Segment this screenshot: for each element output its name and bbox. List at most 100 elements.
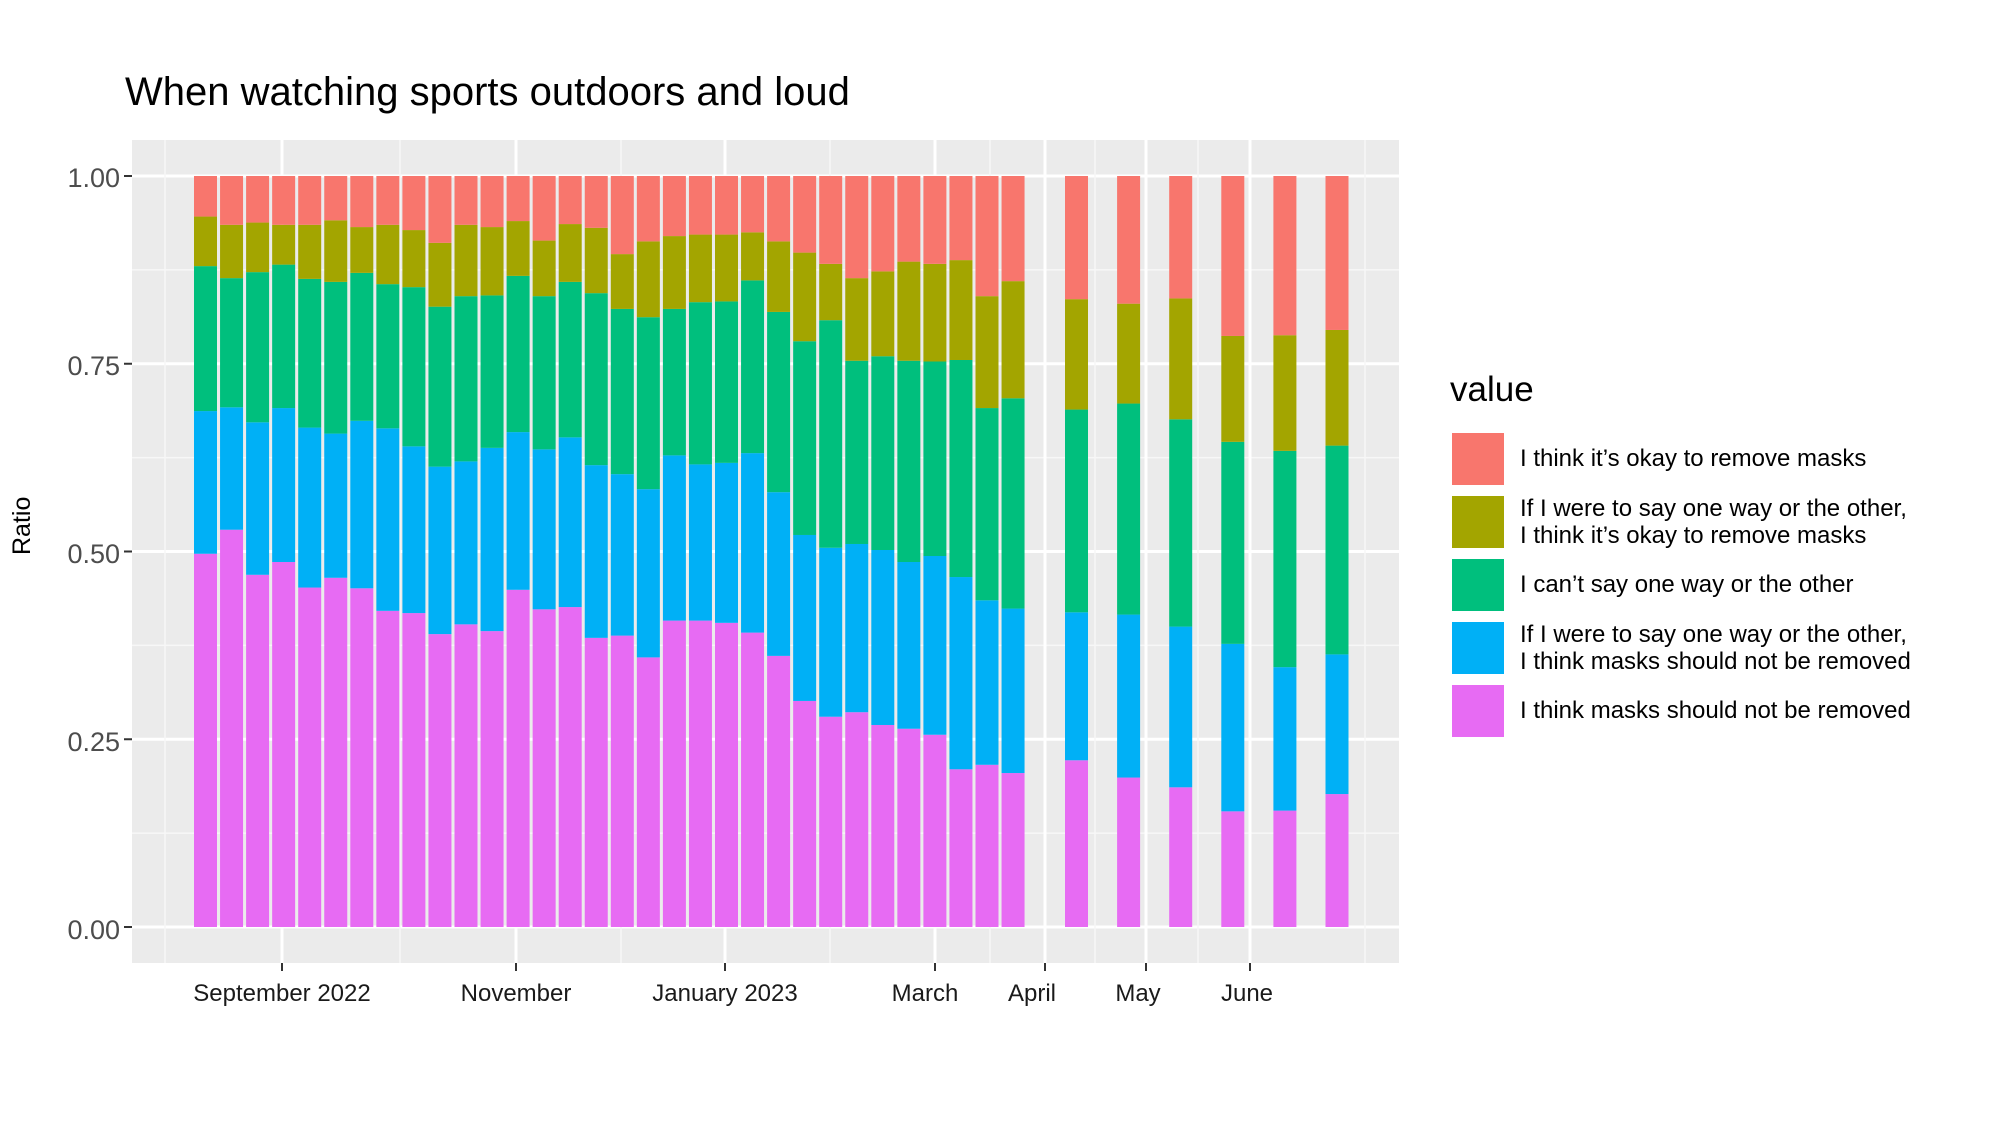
bar-segment-lean-not-removed: [715, 462, 738, 623]
bar-segment-lean-okay-remove: [298, 224, 322, 279]
legend-label: If I were to say one way or the other, I…: [1520, 620, 1911, 675]
bar-segment-not-removed: [402, 613, 426, 927]
bar-segment-lean-okay-remove: [1325, 329, 1349, 446]
bar-segment-okay-remove: [532, 176, 556, 241]
bar-segment-okay-remove: [428, 176, 452, 243]
bar-segment-neutral: [975, 408, 999, 601]
chart-title: When watching sports outdoors and loud: [125, 70, 850, 114]
bar-segment-okay-remove: [715, 176, 738, 235]
bar-segment-not-removed: [558, 607, 582, 927]
bar-segment-lean-not-removed: [1065, 612, 1088, 761]
bar-segment-not-removed: [1169, 787, 1193, 927]
bar-segment-lean-okay-remove: [715, 234, 738, 302]
bar-segment-lean-not-removed: [819, 547, 843, 717]
bar-segment-okay-remove: [350, 176, 374, 228]
bar-segment-lean-not-removed: [793, 534, 817, 701]
bar-segment-neutral: [819, 320, 843, 548]
bar-segment-not-removed: [767, 655, 791, 927]
bar-segment-neutral: [454, 296, 478, 462]
bar-segment-lean-okay-remove: [923, 263, 947, 362]
bar-segment-not-removed: [845, 712, 869, 927]
bar-segment-okay-remove: [506, 176, 530, 222]
bar-segment-not-removed: [272, 562, 296, 927]
bar-segment-lean-okay-remove: [662, 236, 686, 309]
bar-segment-neutral: [324, 281, 348, 434]
bar-segment-neutral: [1221, 441, 1245, 644]
bar-segment-lean-not-removed: [272, 408, 296, 563]
bar-segment-lean-okay-remove: [376, 224, 400, 285]
bar-segment-lean-not-removed: [741, 453, 765, 633]
bar-segment-lean-okay-remove: [220, 224, 244, 279]
bar-segment-okay-remove: [688, 176, 712, 235]
bar-segment-not-removed: [506, 589, 530, 927]
bar-segment-lean-okay-remove: [1273, 335, 1297, 451]
bar-segment-lean-not-removed: [298, 427, 322, 588]
bar-segment-lean-okay-remove: [532, 240, 556, 297]
bar-segment-neutral: [897, 360, 921, 563]
bar-segment-neutral: [402, 287, 426, 447]
bar-segment-lean-not-removed: [610, 474, 634, 636]
bar-segment-okay-remove: [298, 176, 322, 225]
x-tick-label: April: [1007, 980, 1057, 1007]
bar-segment-okay-remove: [819, 176, 843, 264]
y-tick-label: 0.25: [67, 727, 120, 757]
x-tick-label: September 2022: [193, 980, 371, 1007]
bar-segment-lean-okay-remove: [272, 224, 296, 265]
bar-segment-neutral: [845, 360, 869, 544]
bar-segment-okay-remove: [1221, 176, 1245, 336]
bar-segment-okay-remove: [1325, 176, 1349, 330]
bar-segment-lean-okay-remove: [428, 242, 452, 307]
bar-segment-lean-okay-remove: [584, 227, 608, 294]
bar-segment-lean-not-removed: [532, 449, 556, 610]
bar-segment-not-removed: [949, 769, 973, 927]
bar-segment-lean-not-removed: [558, 437, 582, 608]
bar-segment-not-removed: [871, 724, 895, 927]
bar-segment-okay-remove: [793, 176, 817, 253]
bar-segment-not-removed: [636, 657, 660, 927]
bar-segment-lean-okay-remove: [558, 224, 582, 282]
x-tick-label: March: [891, 980, 959, 1007]
bar-segment-not-removed: [480, 631, 504, 927]
legend-label: I think masks should not be removed: [1520, 697, 1911, 724]
legend-item: I think masks should not be removed: [1450, 680, 1911, 741]
bar-segment-lean-okay-remove: [741, 232, 765, 281]
bar-segment-lean-not-removed: [1117, 614, 1141, 778]
bar-segment-lean-not-removed: [1273, 667, 1297, 811]
y-tick-label: 0.00: [67, 915, 120, 945]
legend-label: I can’t say one way or the other: [1520, 571, 1854, 598]
bar-segment-neutral: [1065, 409, 1088, 613]
bar-segment-okay-remove: [402, 176, 426, 231]
bar-segment-neutral: [1169, 419, 1193, 627]
bar-segment-neutral: [532, 296, 556, 450]
bar-segment-lean-not-removed: [324, 433, 348, 578]
bar-segment-neutral: [376, 284, 400, 429]
bar-segment-neutral: [1273, 450, 1297, 668]
bar-segment-not-removed: [1221, 811, 1245, 927]
legend-title: value: [1450, 370, 1534, 409]
bar-segment-lean-okay-remove: [1221, 335, 1245, 442]
bar-segment-okay-remove: [767, 176, 791, 242]
bar-segment-okay-remove: [845, 176, 869, 279]
bar-segment-neutral: [220, 278, 244, 408]
bar-segment-neutral: [506, 275, 530, 433]
bar-segment-okay-remove: [1273, 176, 1297, 336]
bar-segment-not-removed: [194, 553, 217, 927]
bar-segment-not-removed: [324, 577, 348, 927]
bar-segment-lean-not-removed: [871, 549, 895, 725]
bar-segment-not-removed: [1325, 794, 1349, 927]
bar-segment-lean-okay-remove: [767, 241, 791, 312]
bar-segment-lean-not-removed: [845, 543, 869, 713]
bar-segment-not-removed: [662, 620, 686, 927]
legend-label: I think it’s okay to remove masks: [1520, 445, 1867, 472]
bar-segment-okay-remove: [975, 176, 999, 297]
bar-segment-lean-okay-remove: [1169, 298, 1193, 420]
bar-segment-lean-okay-remove: [454, 224, 478, 297]
bar-segment-neutral: [741, 280, 765, 454]
bar-segment-okay-remove: [246, 176, 270, 223]
bar-segment-neutral: [688, 302, 712, 465]
y-tick-label: 0.75: [67, 351, 120, 381]
bar-segment-lean-not-removed: [1325, 654, 1349, 795]
bar-segment-neutral: [298, 278, 322, 428]
bar-segment-lean-not-removed: [506, 432, 530, 590]
legend-item: I can’t say one way or the other: [1450, 554, 1911, 615]
